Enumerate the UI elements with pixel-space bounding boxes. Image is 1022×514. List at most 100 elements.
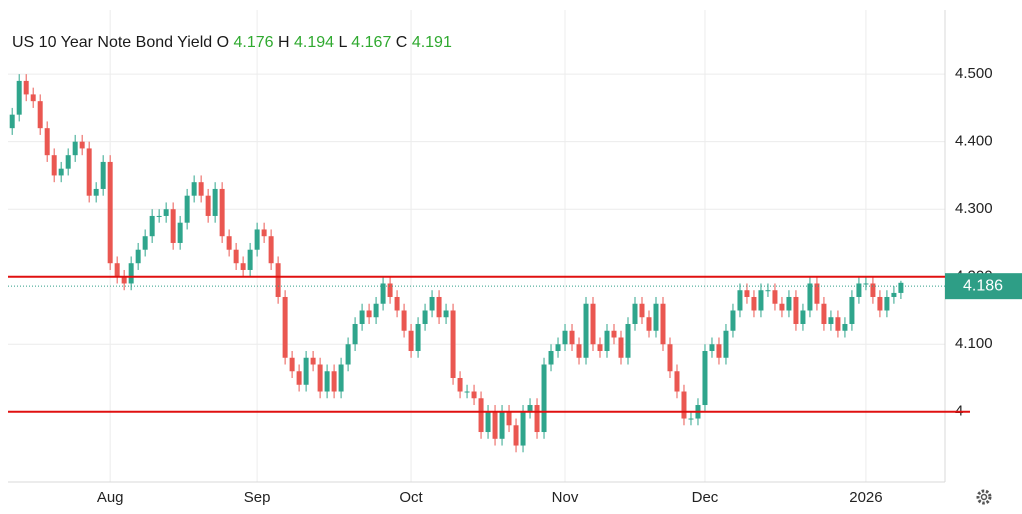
candle-body — [240, 263, 246, 270]
candle-body — [709, 344, 715, 352]
candle-body — [380, 283, 386, 304]
candle-body — [772, 290, 778, 304]
y-tick-label: 4.300 — [955, 200, 993, 217]
candle-body — [135, 249, 141, 264]
candle-body — [583, 303, 589, 358]
candle-body — [814, 283, 820, 304]
candle-body — [331, 371, 337, 392]
chart-title: US 10 Year Note Bond Yield — [12, 34, 213, 51]
candle-body — [93, 188, 99, 196]
candle-body — [359, 310, 365, 324]
candle-body — [233, 249, 239, 264]
settings-icon[interactable] — [976, 489, 992, 505]
candle-body — [828, 317, 834, 324]
ohlc-label: H — [278, 34, 290, 51]
candle-body — [793, 296, 799, 324]
candle-body — [849, 296, 855, 324]
candle-body — [268, 236, 274, 264]
candle-body — [730, 310, 736, 331]
ohlc-label: O — [216, 34, 230, 51]
candle-body — [254, 229, 260, 250]
candle-body — [310, 357, 316, 365]
candle-body — [450, 310, 456, 379]
candle-body — [100, 161, 106, 189]
candle-body — [898, 282, 904, 293]
ohlc-label: L — [338, 34, 347, 51]
candle-body — [58, 168, 64, 176]
candle-body — [541, 364, 547, 433]
candle-body — [534, 405, 540, 433]
candle-body — [149, 215, 155, 237]
candle-body — [744, 290, 750, 297]
candle-body — [877, 296, 883, 311]
candle-body — [632, 303, 638, 324]
candle-body — [261, 229, 267, 237]
candle-body — [506, 411, 512, 426]
candle-body — [65, 155, 71, 169]
candle-body — [107, 161, 113, 264]
candle-body — [366, 310, 372, 318]
candle-body — [86, 148, 92, 196]
candle-body — [79, 141, 85, 149]
ohlc-value: 4.167 — [351, 34, 392, 51]
candle-body — [688, 418, 694, 420]
candle-body — [884, 296, 890, 311]
candle-body — [800, 310, 806, 324]
candle-body — [184, 195, 190, 223]
candle-body — [513, 425, 519, 446]
candle-body — [51, 155, 57, 176]
candle-body — [422, 310, 428, 324]
candle-body — [163, 209, 169, 216]
candle-body — [604, 330, 610, 352]
last-price-tag — [945, 273, 1022, 300]
candle-body — [674, 371, 680, 392]
candle-body — [807, 283, 813, 311]
candle-body — [401, 310, 407, 331]
candle-body — [394, 296, 400, 311]
candle-body — [212, 188, 218, 216]
candle-body — [387, 283, 393, 297]
candle-body — [723, 330, 729, 358]
y-tick-label: 4.500 — [955, 65, 993, 82]
candle-body — [737, 290, 743, 311]
candle-body — [296, 371, 302, 385]
candle-body — [247, 249, 253, 270]
candle-body — [429, 296, 435, 311]
last-price-label: 4.186 — [963, 277, 1003, 294]
candle-body — [170, 209, 176, 243]
ohlc-value: 4.176 — [233, 34, 274, 51]
candle-body — [324, 371, 330, 392]
candle-body — [72, 141, 78, 156]
candle-body — [44, 128, 50, 156]
candle-body — [142, 236, 148, 250]
candle-body — [478, 398, 484, 433]
candle-body — [121, 276, 127, 284]
candle-body — [345, 344, 351, 365]
candle-body — [520, 411, 526, 446]
candle-body — [9, 114, 15, 129]
x-tick-label: Dec — [692, 489, 719, 506]
candle-body — [597, 344, 603, 352]
candle-body — [590, 303, 596, 345]
y-tick-label: 4.100 — [955, 335, 993, 352]
candle-body — [282, 296, 288, 358]
candle-body — [485, 411, 491, 433]
candle-body — [870, 283, 876, 297]
x-tick-label: Oct — [399, 489, 423, 506]
candle-body — [779, 303, 785, 311]
candle-body — [786, 296, 792, 311]
x-tick-label: Aug — [97, 489, 124, 506]
candle-body — [338, 364, 344, 392]
candle-body — [219, 188, 225, 237]
candle-body — [863, 283, 869, 285]
candle-body — [415, 323, 421, 352]
x-tick-label: Sep — [244, 489, 271, 506]
candle-body — [289, 357, 295, 372]
candle-body — [702, 351, 708, 406]
candle-body — [156, 215, 162, 217]
candle-body — [436, 296, 442, 318]
y-tick-label: 4.400 — [955, 133, 993, 150]
ohlc-value: 4.194 — [294, 34, 335, 51]
candle-body — [646, 317, 652, 331]
